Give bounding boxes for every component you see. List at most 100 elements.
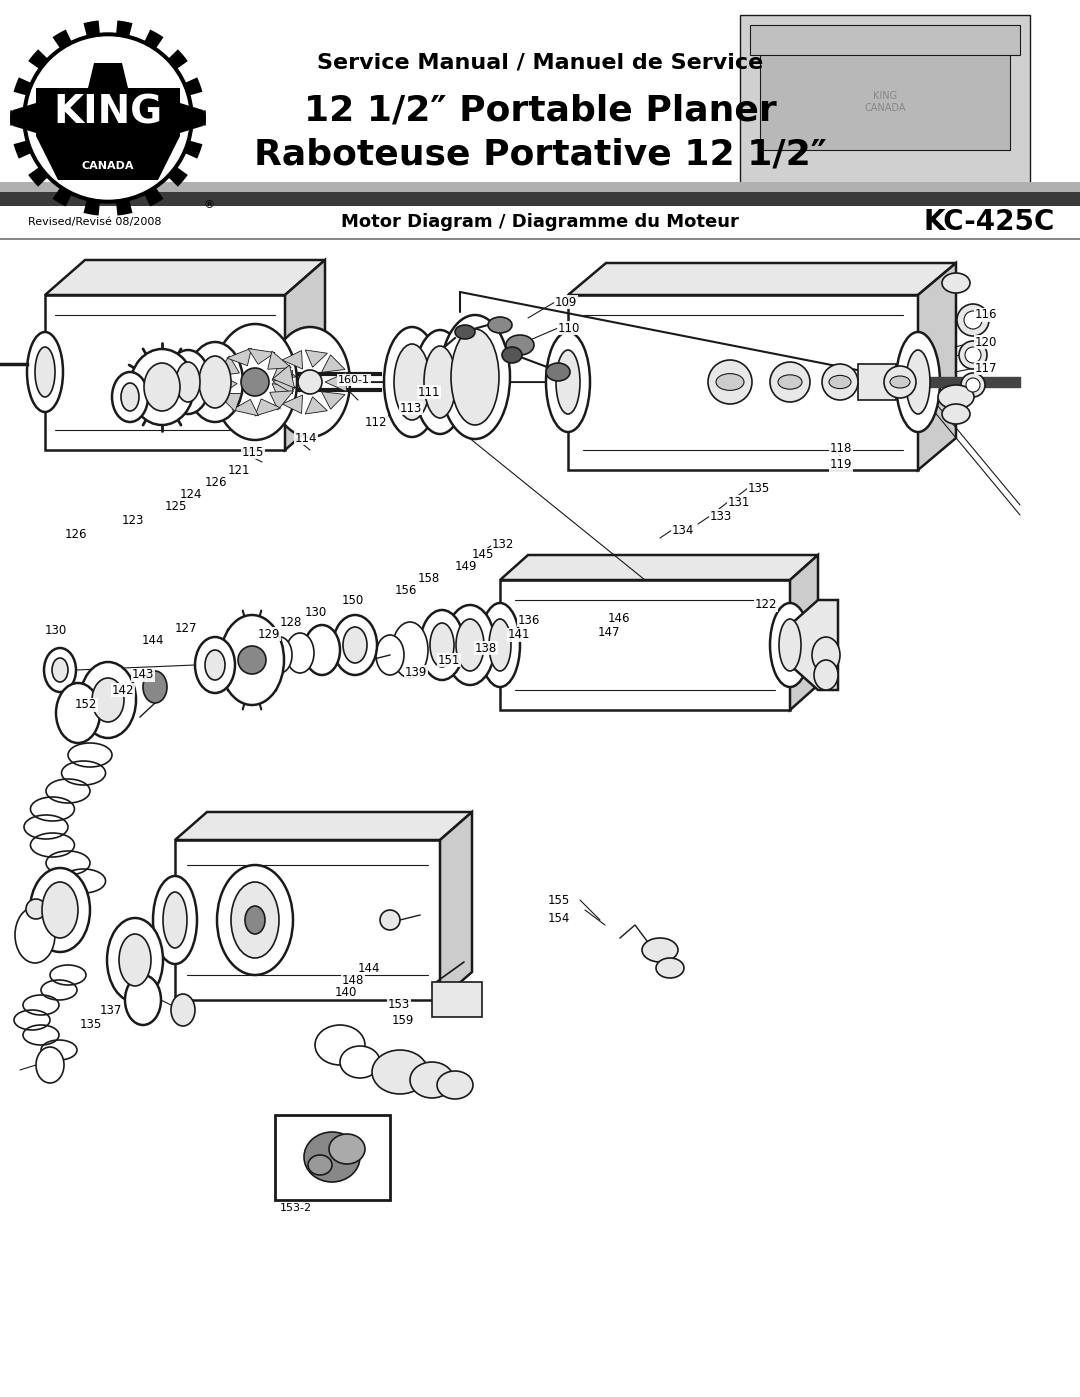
Text: 151: 151 [438,654,460,666]
Text: Raboteuse Portative 12 1/2″: Raboteuse Portative 12 1/2″ [254,138,826,172]
Ellipse shape [961,373,985,397]
Text: 114: 114 [295,432,318,444]
Text: 119: 119 [831,458,852,472]
Ellipse shape [966,346,981,363]
Ellipse shape [890,376,910,388]
Ellipse shape [942,404,970,425]
Ellipse shape [642,937,678,963]
Ellipse shape [35,346,55,397]
Text: 126: 126 [65,528,87,542]
Ellipse shape [770,604,810,687]
Text: 158: 158 [418,571,441,584]
Bar [275,1115,390,1200]
Text: 123: 123 [122,514,145,527]
Ellipse shape [957,305,989,337]
Ellipse shape [80,662,136,738]
Text: Service Manual / Manuel de Service: Service Manual / Manuel de Service [316,52,764,73]
Ellipse shape [166,351,210,414]
Ellipse shape [822,365,858,400]
Bar [858,365,896,400]
Bar [38,162,54,179]
Polygon shape [248,348,275,365]
Circle shape [23,34,193,203]
Ellipse shape [430,623,454,666]
Ellipse shape [340,1046,380,1078]
Bar [0,237,1080,240]
Text: 159: 159 [392,1013,415,1027]
Polygon shape [282,395,302,414]
Bar [116,31,129,46]
Polygon shape [282,351,302,369]
Text: 134: 134 [672,524,694,536]
Ellipse shape [26,900,46,919]
Ellipse shape [372,1051,428,1094]
Text: 127: 127 [175,622,198,634]
Ellipse shape [445,605,495,685]
Bar [162,57,178,74]
Text: 145: 145 [472,549,495,562]
Ellipse shape [716,373,744,390]
Text: 150: 150 [342,594,364,606]
Text: 111: 111 [418,386,441,398]
Ellipse shape [376,636,404,675]
Ellipse shape [942,272,970,293]
Ellipse shape [163,893,187,949]
Bar [176,138,192,152]
Ellipse shape [384,327,440,437]
Bar [760,35,1010,149]
Ellipse shape [144,363,180,411]
Text: 142: 142 [112,683,135,697]
Ellipse shape [298,370,322,394]
Ellipse shape [394,344,430,420]
Ellipse shape [44,648,76,692]
Polygon shape [789,555,818,710]
Bar [162,162,178,179]
Polygon shape [325,373,347,391]
Polygon shape [175,812,472,840]
Ellipse shape [241,367,269,395]
Ellipse shape [303,1132,360,1182]
Text: 144: 144 [357,961,380,975]
Bar [432,982,482,1017]
Polygon shape [268,351,292,369]
Polygon shape [227,348,252,366]
Polygon shape [232,400,258,416]
Ellipse shape [187,342,243,422]
Bar [45,295,285,450]
Text: 115: 115 [242,446,265,458]
Polygon shape [216,356,240,376]
Text: 155: 155 [548,894,570,907]
Text: 156: 156 [395,584,417,597]
Ellipse shape [440,314,510,439]
Bar [740,15,1030,190]
Bar [87,31,100,46]
Bar [116,190,129,205]
Bar [176,84,192,98]
Ellipse shape [410,1062,454,1098]
Ellipse shape [814,659,838,690]
Text: 140: 140 [335,985,357,999]
Ellipse shape [770,362,810,402]
Text: 141: 141 [508,629,530,641]
Ellipse shape [303,624,340,675]
Ellipse shape [779,619,801,671]
Ellipse shape [812,637,840,673]
Polygon shape [180,103,203,133]
Ellipse shape [507,335,534,355]
Ellipse shape [238,645,266,673]
Text: KING: KING [53,94,163,131]
Text: KING
CANADA: KING CANADA [864,91,906,113]
Bar [59,39,76,56]
Bar [87,190,100,205]
Bar [183,113,195,123]
Ellipse shape [286,633,314,673]
Polygon shape [255,400,281,416]
Text: KC-425C: KC-425C [923,208,1055,236]
Text: 112: 112 [365,415,388,429]
Text: 130: 130 [305,605,327,619]
Ellipse shape [36,1046,64,1083]
Text: 153-2: 153-2 [280,1203,312,1213]
Text: 138: 138 [475,641,497,655]
Bar [500,580,789,710]
Ellipse shape [488,317,512,332]
